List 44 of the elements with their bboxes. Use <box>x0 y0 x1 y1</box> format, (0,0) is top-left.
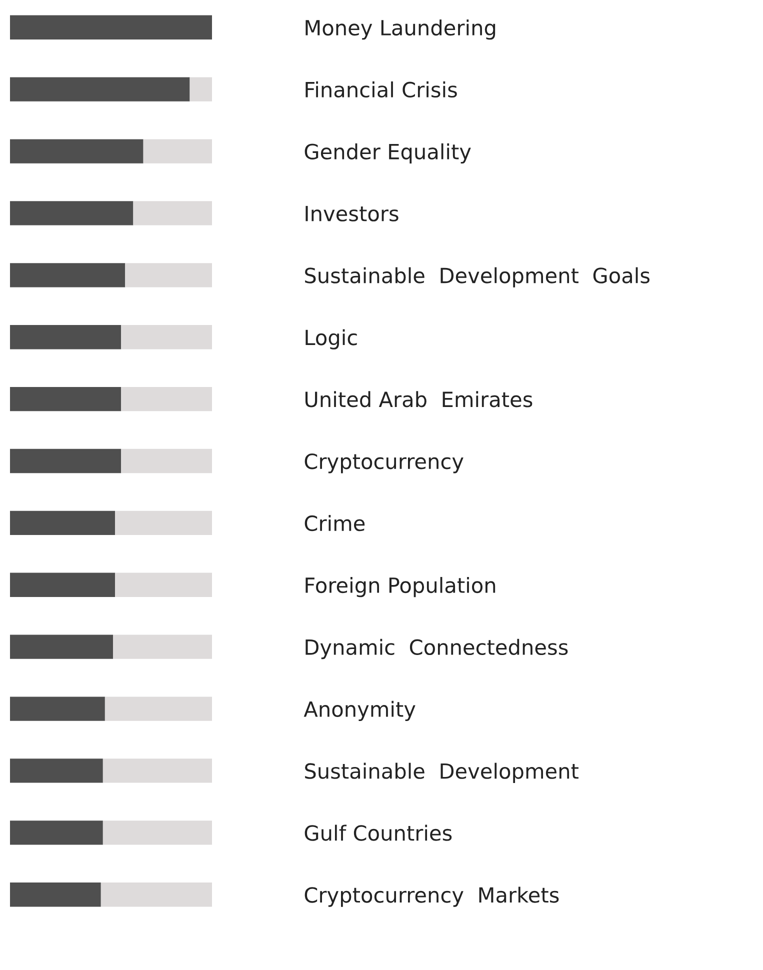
y-tick-label: Financial Crisis <box>306 81 457 98</box>
y-tick-label: Sustainable Development Goals <box>305 267 650 288</box>
y-tick-label: Sustainable Development <box>305 762 578 783</box>
y-tick-label: Foreign Population <box>306 576 496 598</box>
y-tick-label: Gulf Countries <box>304 824 452 841</box>
bar <box>10 77 190 102</box>
bar <box>133 201 212 226</box>
bar <box>102 820 212 845</box>
bar <box>10 572 116 597</box>
bar <box>115 572 212 597</box>
bar <box>113 634 212 659</box>
y-tick-label: Investors <box>306 206 398 222</box>
bar <box>10 263 126 288</box>
bar <box>115 510 212 536</box>
bar <box>10 696 105 721</box>
bar <box>10 325 122 350</box>
y-tick-label: Crime <box>304 515 365 532</box>
bar <box>190 77 212 102</box>
bar <box>102 758 212 783</box>
bar <box>104 696 212 721</box>
bar <box>10 634 114 659</box>
y-tick-label: Gender Equality <box>304 143 471 164</box>
y-tick-label: Logic <box>306 329 357 350</box>
y-tick-label: Money Laundering <box>306 19 496 40</box>
bar <box>100 882 212 907</box>
bar <box>10 386 122 412</box>
y-tick-label: Cryptocurrency Markets <box>304 886 559 907</box>
y-tick-label: United Arab Emirates <box>305 391 532 408</box>
bar <box>121 448 212 474</box>
bar <box>125 263 212 288</box>
y-tick-label: Anonymity <box>304 700 416 722</box>
y-tick-label: Cryptocurrency <box>304 453 464 474</box>
bar <box>10 139 144 164</box>
bar <box>10 510 116 536</box>
y-tick-label: Dynamic Connectedness <box>306 638 568 660</box>
bar <box>121 386 212 412</box>
bar <box>10 758 103 783</box>
bar <box>10 882 101 907</box>
bar <box>10 15 212 40</box>
bar <box>10 820 103 845</box>
bar <box>10 201 134 226</box>
bar <box>143 139 212 164</box>
bar <box>10 448 122 474</box>
bar <box>121 325 212 350</box>
